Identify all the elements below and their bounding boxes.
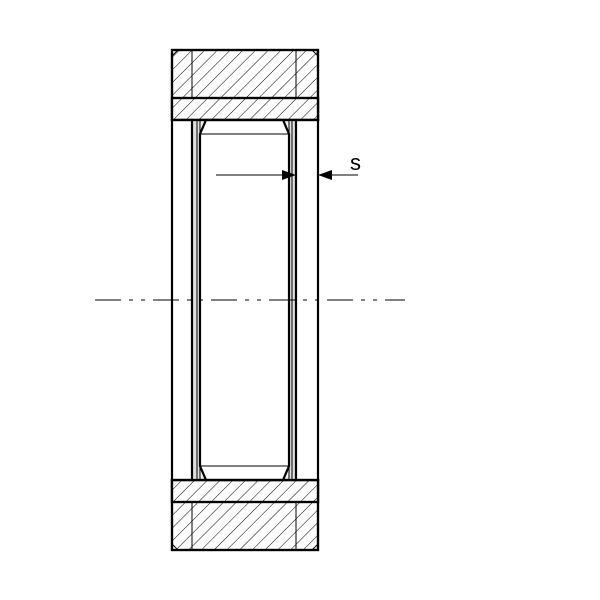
technical-drawing: s xyxy=(0,0,600,600)
dimension-label-s: s xyxy=(350,150,361,176)
